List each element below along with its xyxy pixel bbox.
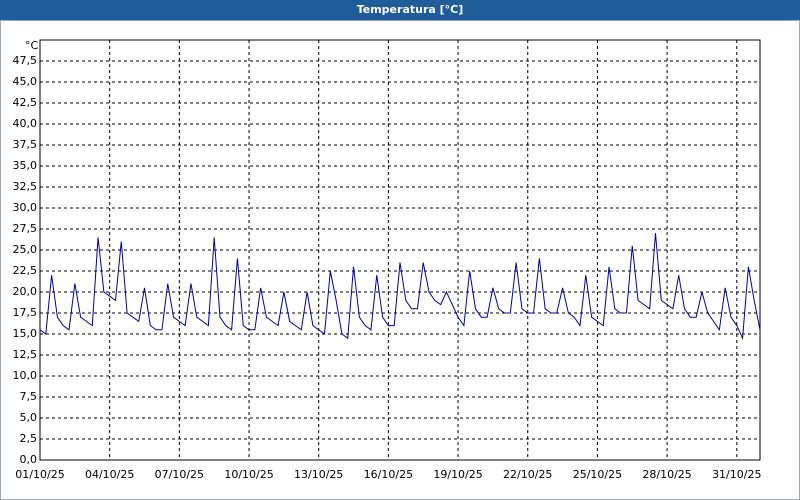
y-tick-label: 25,0 [13,243,38,256]
y-tick-label: 7,5 [20,390,38,403]
y-tick-label: 30,0 [13,201,38,214]
x-tick-label: 31/10/25 [712,468,761,481]
x-tick-label: 04/10/25 [85,468,134,481]
y-tick-label: 27,5 [13,222,38,235]
title-bar [0,0,800,20]
y-tick-label: 17,5 [13,306,38,319]
x-tick-label: 25/10/25 [573,468,622,481]
y-unit: °C [25,39,39,52]
y-tick-label: 45,0 [13,75,38,88]
y-tick-label: 37,5 [13,138,38,151]
y-tick-label: 47,5 [13,54,38,67]
y-tick-label: 10,0 [13,369,38,382]
x-tick-label: 10/10/25 [224,468,273,481]
x-tick-label: 01/10/25 [15,468,64,481]
y-tick-label: 32,5 [13,180,38,193]
y-tick-label: 42,5 [13,96,38,109]
chart-title: Temperatura [°C] [357,3,464,16]
y-tick-label: 20,0 [13,285,38,298]
y-tick-label: 0,0 [20,453,38,466]
y-tick-label: 12,5 [13,348,38,361]
x-tick-label: 16/10/25 [364,468,413,481]
x-tick-label: 07/10/25 [155,468,204,481]
frame [0,20,800,500]
x-tick-label: 22/10/25 [503,468,552,481]
plot-area [39,39,761,461]
y-tick-label: 5,0 [20,411,38,424]
x-tick-label: 19/10/25 [433,468,482,481]
y-tick-label: 22,5 [13,264,38,277]
x-tick-label: 13/10/25 [294,468,343,481]
x-tick-label: 28/10/25 [642,468,691,481]
y-tick-label: 2,5 [20,432,38,445]
y-tick-label: 40,0 [13,117,38,130]
y-tick-label: 15,0 [13,327,38,340]
y-tick-label: 35,0 [13,159,38,172]
data-line [39,233,761,341]
